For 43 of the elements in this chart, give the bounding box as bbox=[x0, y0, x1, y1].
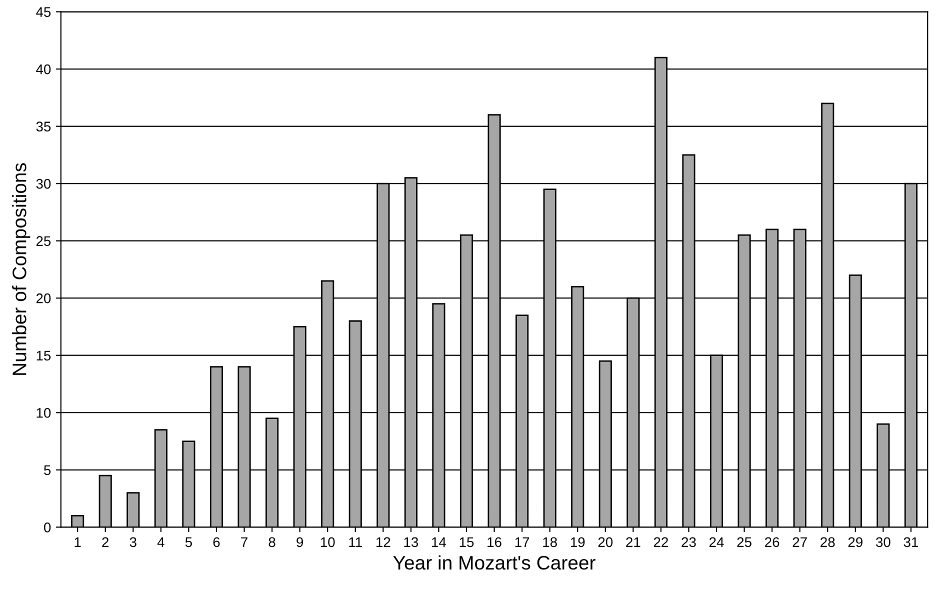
x-tick-label: 1 bbox=[74, 537, 81, 547]
x-axis-title: Year in Mozart's Career bbox=[393, 555, 596, 570]
x-tick-label: 7 bbox=[241, 537, 248, 547]
x-tick-label: 27 bbox=[792, 537, 807, 547]
x-tick-label: 28 bbox=[820, 537, 835, 548]
x-tick-label: 16 bbox=[488, 537, 502, 548]
y-tick-label: 35 bbox=[36, 122, 51, 132]
x-tick-label: 13 bbox=[404, 537, 418, 548]
x-tick-label: 8 bbox=[268, 537, 276, 548]
x-tick-label: 24 bbox=[709, 537, 724, 547]
x-tick-label: 3 bbox=[130, 537, 136, 548]
x-tick-label: 31 bbox=[904, 537, 918, 548]
x-tick-label: 6 bbox=[213, 537, 220, 548]
x-tick-label: 29 bbox=[848, 537, 862, 548]
x-tick-label: 18 bbox=[543, 537, 557, 548]
x-tick-label: 23 bbox=[682, 537, 696, 548]
x-tick-label: 9 bbox=[296, 537, 304, 548]
x-tick-label: 12 bbox=[376, 537, 390, 547]
y-tick-label: 15 bbox=[36, 350, 51, 361]
y-tick-label: 5 bbox=[44, 465, 51, 476]
y-tick-label: 40 bbox=[36, 64, 51, 74]
x-tick-label: 5 bbox=[185, 537, 192, 548]
x-tick-label: 19 bbox=[570, 537, 585, 548]
x-tick-label: 25 bbox=[737, 537, 752, 548]
y-axis-title: Number of Compositions bbox=[12, 163, 30, 375]
x-tick-label: 20 bbox=[598, 537, 613, 548]
x-tick-label: 11 bbox=[349, 537, 362, 547]
y-tick-label: 0 bbox=[44, 522, 51, 532]
x-tick-label: 17 bbox=[515, 537, 530, 547]
x-tick-label: 4 bbox=[157, 537, 164, 547]
x-tick-label: 2 bbox=[102, 537, 109, 547]
y-tick-label: 25 bbox=[36, 236, 51, 246]
x-tick-label: 26 bbox=[765, 537, 780, 548]
y-tick-label: 10 bbox=[36, 408, 51, 418]
y-tick-label: 45 bbox=[36, 7, 51, 17]
x-tick-label: 10 bbox=[320, 537, 335, 548]
y-tick-label: 20 bbox=[36, 293, 51, 304]
x-tick-label: 22 bbox=[654, 537, 668, 547]
y-tick-label: 30 bbox=[36, 178, 51, 189]
x-tick-label: 30 bbox=[876, 537, 890, 548]
x-tick-label: 14 bbox=[432, 537, 446, 547]
x-tick-label: 21 bbox=[626, 537, 640, 547]
x-tick-label: 15 bbox=[460, 537, 474, 548]
